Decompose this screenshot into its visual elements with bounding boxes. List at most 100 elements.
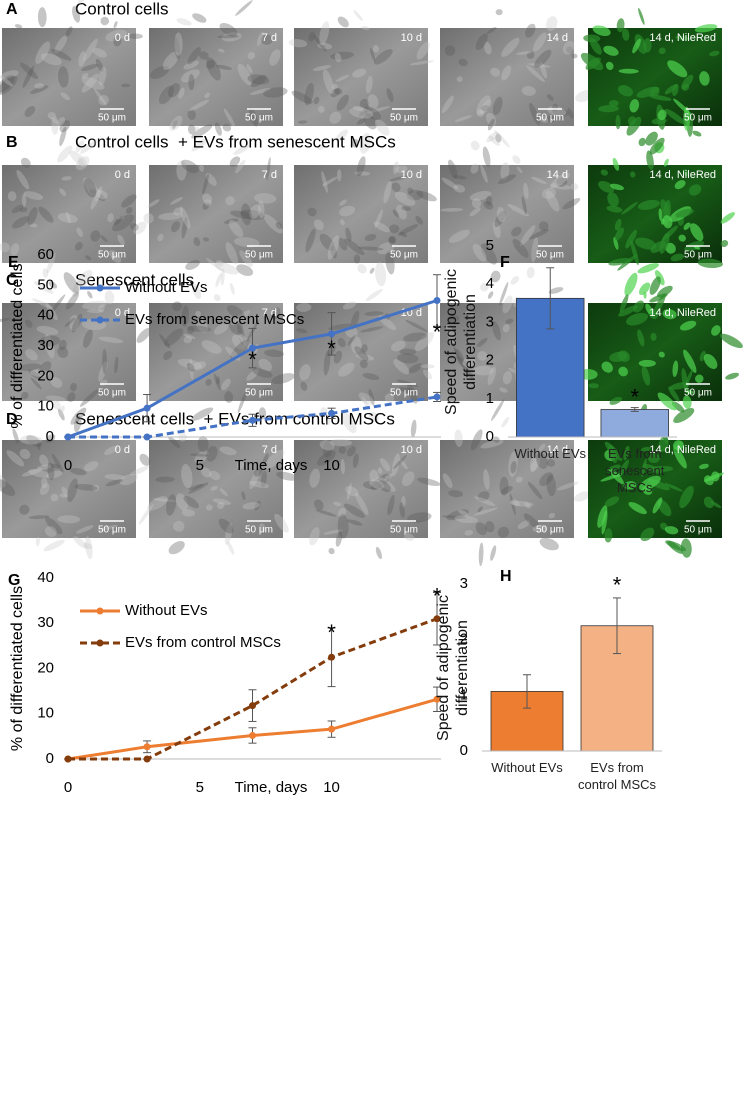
cell [37, 440, 41, 451]
cell [249, 204, 261, 219]
cell [77, 0, 87, 5]
cell [119, 473, 138, 486]
cell [45, 302, 58, 321]
cell [330, 245, 337, 259]
cell [263, 87, 288, 98]
panel-title: Senescent cells [75, 270, 194, 289]
cell [186, 362, 195, 372]
cell [362, 480, 384, 490]
cell [523, 513, 540, 529]
cell [19, 448, 31, 460]
cell [129, 223, 139, 231]
image-label: 7 d [262, 169, 277, 181]
cell [642, 486, 653, 495]
cell [46, 252, 56, 274]
cell [368, 412, 379, 423]
cell [33, 281, 54, 294]
cell [321, 171, 328, 193]
cell [216, 64, 232, 70]
cell [674, 180, 686, 190]
cell [379, 457, 391, 472]
cell [94, 188, 101, 201]
scale-label: 50 μm [245, 388, 273, 399]
cell [476, 337, 488, 348]
cell [249, 88, 272, 95]
cell [102, 348, 108, 375]
cell [178, 87, 185, 99]
cell [157, 233, 164, 242]
data-point [64, 755, 72, 763]
cell [339, 219, 345, 226]
cell [675, 208, 694, 218]
cell [44, 526, 57, 537]
cell [552, 107, 569, 117]
cell [74, 270, 93, 291]
cell [457, 509, 469, 516]
data-point [143, 433, 151, 441]
cell [313, 35, 327, 52]
cell [247, 51, 256, 60]
cell [136, 327, 151, 343]
x-tick-label: EVs from control MSCs [577, 760, 657, 792]
cell [198, 51, 209, 60]
cell [600, 169, 609, 176]
cell [328, 547, 335, 555]
cell [98, 361, 108, 382]
micrograph: 14 d, NileRed 50 μm [580, 7, 722, 155]
cell [257, 31, 264, 46]
cell [169, 115, 183, 131]
cell [51, 454, 64, 473]
cell [657, 109, 667, 121]
cell [612, 157, 620, 171]
cell [480, 104, 490, 112]
cell [239, 250, 253, 267]
cell [0, 472, 6, 488]
cell [521, 196, 527, 215]
cell [334, 52, 342, 63]
cell [401, 471, 415, 487]
cell [658, 208, 663, 222]
cell [483, 41, 492, 55]
cell [168, 83, 181, 98]
cell [530, 456, 541, 473]
cell [58, 66, 69, 88]
cell [51, 48, 72, 61]
cell [260, 470, 267, 488]
cell [345, 486, 359, 497]
cell [480, 282, 489, 292]
cell [709, 50, 720, 57]
y-axis-label: % of differentiated cells [9, 586, 26, 751]
micrograph: 10 d 50 μm [294, 156, 437, 287]
micrograph: 0 d 50 μm [0, 407, 138, 560]
significance-mark: * [327, 620, 336, 645]
cell [70, 407, 87, 425]
cell [358, 107, 368, 117]
cell [605, 61, 614, 71]
cell [603, 45, 619, 56]
cell [90, 230, 101, 242]
cell [158, 212, 183, 221]
cell [625, 229, 637, 249]
cell [476, 108, 485, 117]
cell [618, 366, 629, 377]
cell [43, 539, 65, 552]
cell [536, 453, 548, 469]
cell [47, 462, 55, 481]
cell [529, 456, 538, 472]
cell [0, 75, 15, 94]
cell [181, 159, 199, 174]
cell [359, 359, 368, 369]
cell [469, 207, 481, 217]
cell [104, 445, 118, 456]
cell [417, 477, 441, 486]
cell [252, 368, 273, 378]
cell [313, 96, 320, 105]
cell [441, 515, 467, 519]
cell [614, 218, 622, 231]
cell [502, 295, 513, 314]
cell [641, 458, 647, 477]
cell [225, 196, 235, 206]
cell [613, 236, 619, 250]
image-label: 0 d [115, 444, 130, 456]
cell [649, 137, 665, 155]
